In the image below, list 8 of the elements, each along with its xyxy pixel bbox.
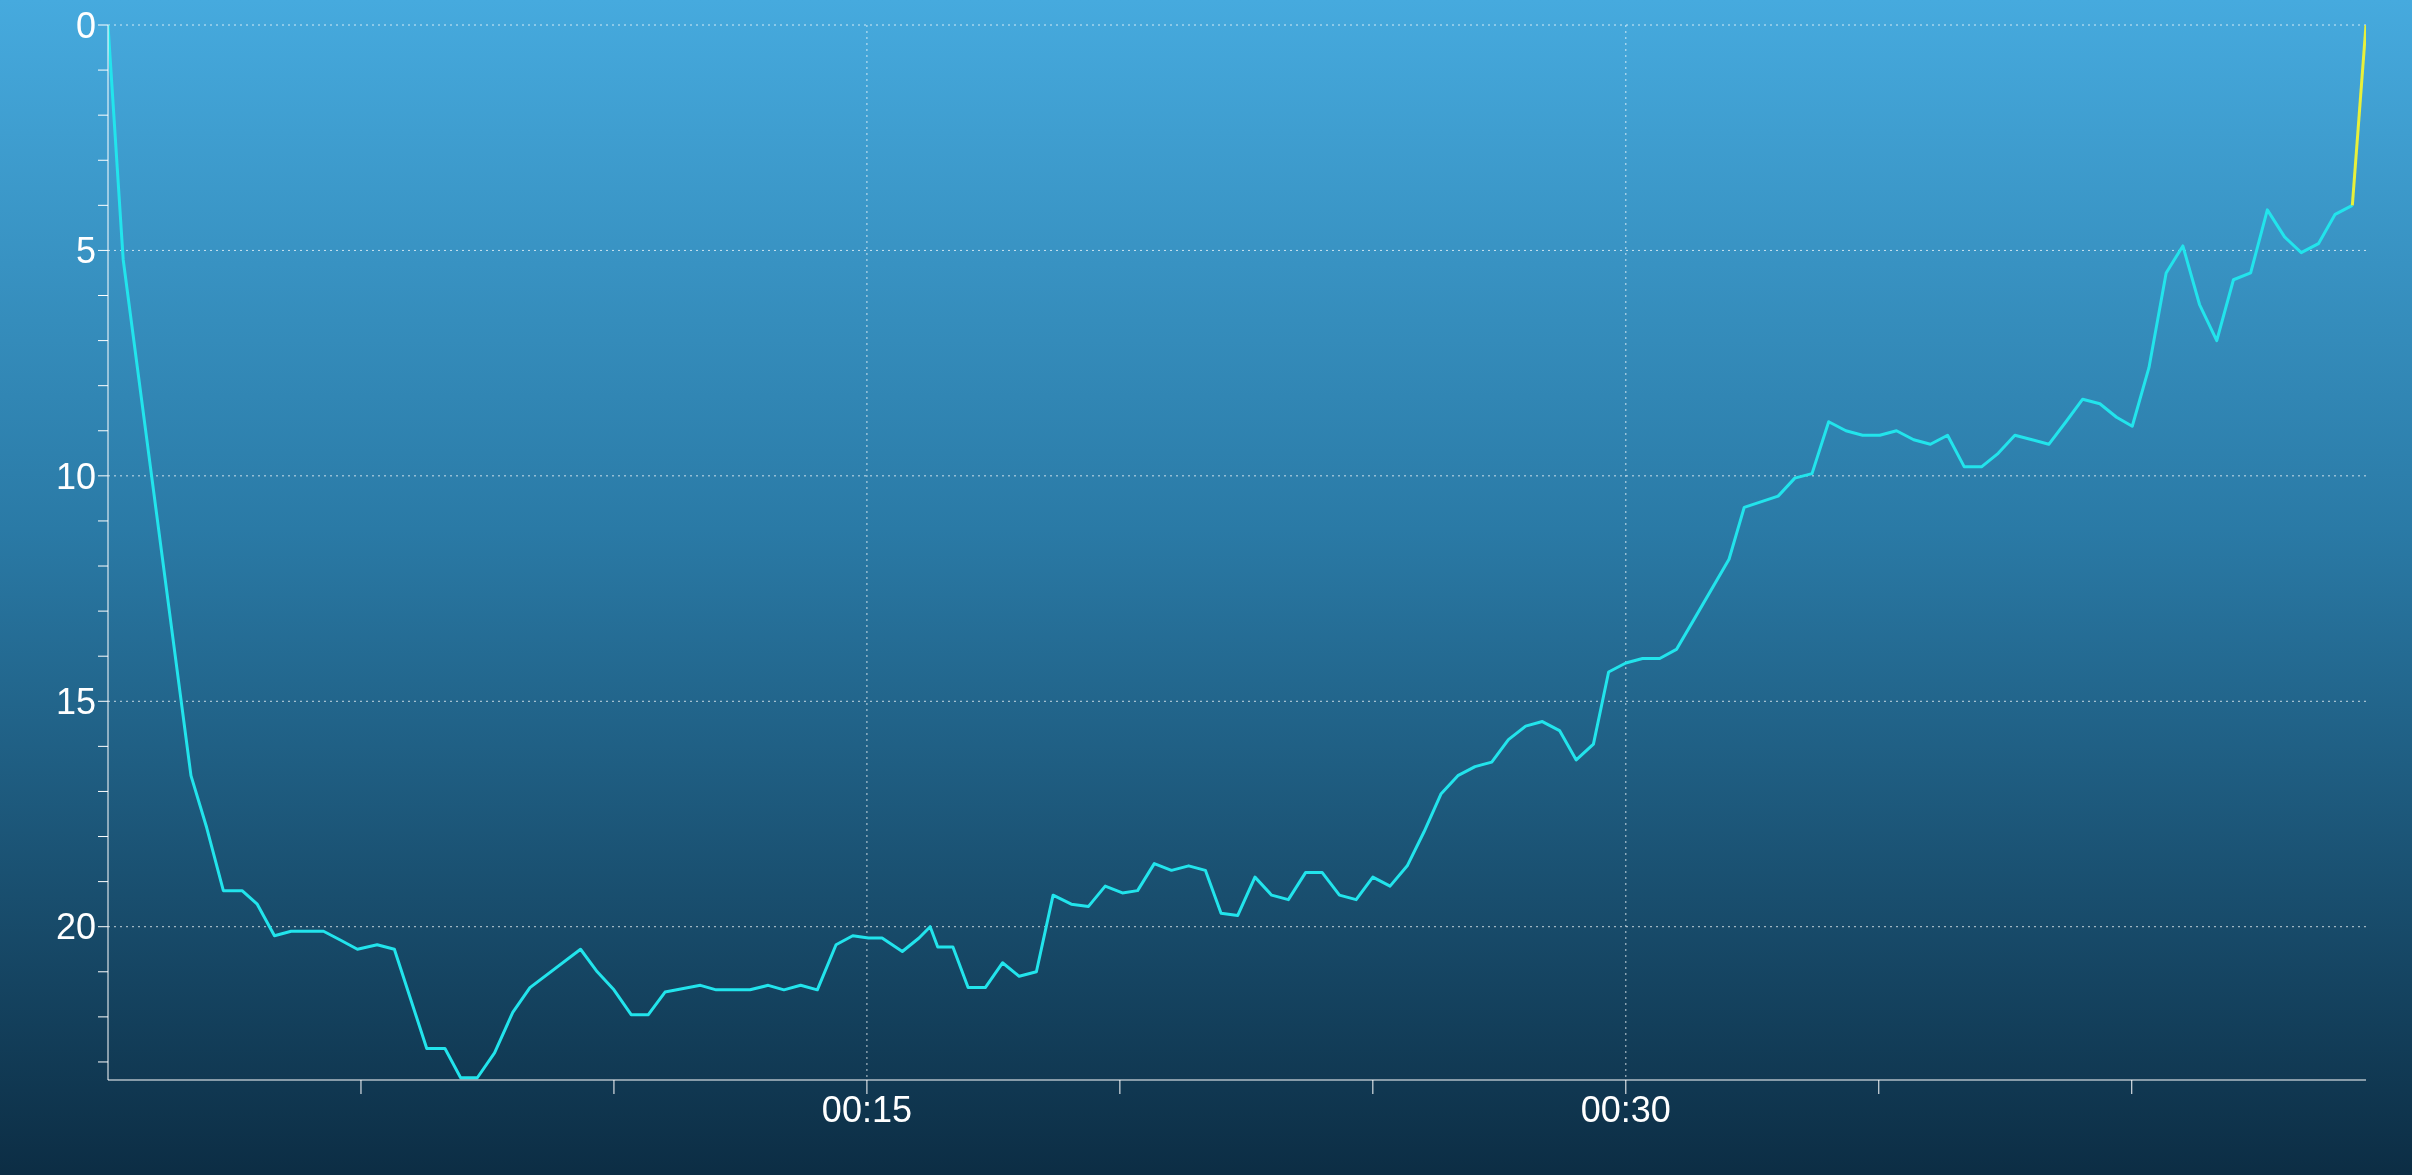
x-tick-label: 00:30 (1580, 1088, 1671, 1130)
x-tick-label: 00:15 (821, 1088, 912, 1130)
y-tick-label: 0 (75, 4, 96, 46)
y-tick-label: 15 (55, 681, 96, 723)
y-tick-label: 20 (55, 906, 96, 948)
y-tick-label: 10 (55, 455, 96, 497)
y-tick-label: 5 (75, 230, 96, 272)
line-series (108, 25, 2354, 1080)
